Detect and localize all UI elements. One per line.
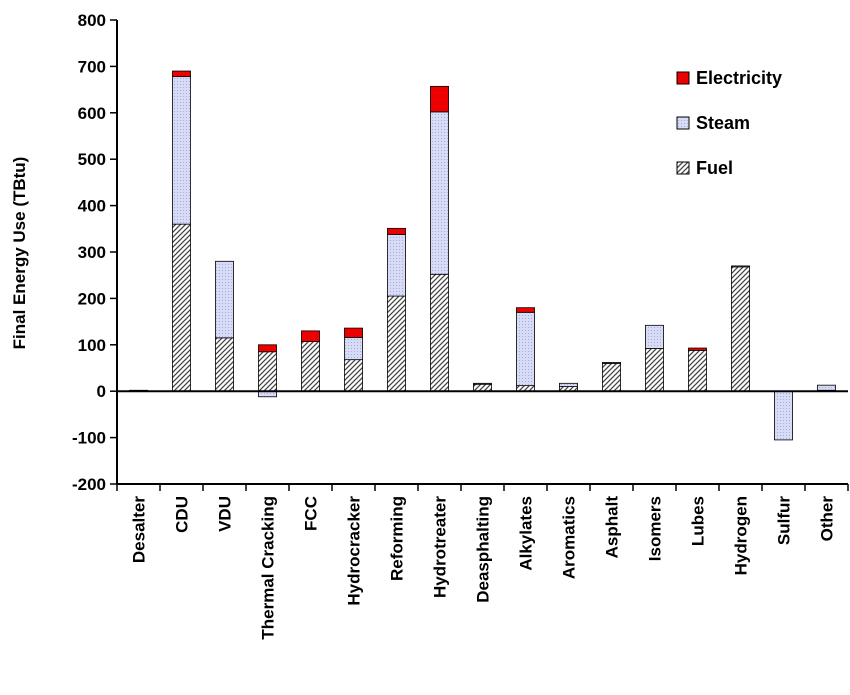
- bar-steam-hydrocracker: [344, 336, 363, 361]
- x-axis: Desalter CDU VDU Thermal Cracking FCC Hydrocr…: [116, 483, 849, 640]
- y-tick-label: 800: [78, 11, 106, 30]
- y-tick-label: 700: [78, 57, 106, 76]
- y-tick-label: 600: [78, 104, 106, 123]
- y-tick-label: -100: [72, 429, 106, 448]
- bar-fuel-fcc: [301, 341, 320, 392]
- bar-fuel-isomers: [645, 348, 664, 392]
- x-tick-label: CDU: [173, 496, 192, 533]
- bar-fuel-lubes: [688, 349, 707, 392]
- x-tick-label: Thermal Cracking: [259, 496, 278, 640]
- x-tick-label: Alkylates: [517, 496, 536, 571]
- legend: Electricity Steam Fuel: [676, 68, 782, 178]
- bar-fuel-hydrocracker: [344, 359, 363, 392]
- x-tick-label: Desalter: [130, 496, 149, 563]
- bar-electricity-cdu: [172, 70, 191, 78]
- y-tick-label: 300: [78, 243, 106, 262]
- plot-area: [117, 70, 848, 441]
- y-tick-label: 100: [78, 336, 106, 355]
- x-tick-label: Deasphalting: [474, 496, 493, 603]
- bar-steam-hydrogen: [731, 265, 750, 268]
- x-tick-label: FCC: [302, 496, 321, 531]
- bar-electricity-thermal-cracking: [258, 344, 277, 353]
- bar-fuel-thermal-cracking: [258, 351, 277, 392]
- y-axis-title: Final Energy Use (TBtu): [10, 157, 29, 350]
- bar-steam-hydrotreater: [430, 111, 449, 275]
- bar-steam-isomers: [645, 324, 664, 349]
- y-tick-label: 400: [78, 197, 106, 216]
- x-tick-label: Hydrogen: [732, 496, 751, 575]
- x-tick-label: Reforming: [388, 496, 407, 581]
- y-tick-label: 200: [78, 289, 106, 308]
- legend-swatch-electricity: [676, 71, 690, 85]
- x-tick-label: Hydrotreater: [431, 496, 450, 598]
- legend-label-electricity: Electricity: [696, 68, 782, 88]
- y-tick-label: -200: [72, 475, 106, 494]
- bar-steam-reforming: [387, 233, 406, 297]
- bar-fuel-vdu: [215, 337, 234, 392]
- x-tick-label: Other: [818, 496, 837, 542]
- x-tick-label: Asphalt: [603, 496, 622, 559]
- legend-swatch-fuel: [676, 161, 690, 175]
- y-axis: -200 -100 0 100 200 300 400 500 600 700 800: [72, 11, 118, 494]
- bar-steam-other: [817, 384, 836, 391]
- bar-steam-deasphalting: [473, 382, 492, 385]
- bar-steam-asphalt: [602, 362, 621, 364]
- x-tick-label: Lubes: [689, 496, 708, 546]
- bar-steam-vdu: [215, 260, 234, 339]
- bar-fuel-hydrotreater: [430, 273, 449, 392]
- x-tick-label: Aromatics: [560, 496, 579, 579]
- x-tick-label: Isomers: [646, 496, 665, 561]
- bar-electricity-reforming: [387, 227, 406, 235]
- x-tick-label: VDU: [216, 496, 235, 532]
- bar-fuel-cdu: [172, 223, 191, 392]
- bar-fuel-hydrogen: [731, 266, 750, 392]
- bar-electricity-hydrocracker: [344, 327, 363, 338]
- x-tick-label: Sulfur: [775, 496, 794, 545]
- bar-fuel-asphalt: [602, 362, 621, 392]
- legend-label-steam: Steam: [696, 113, 750, 133]
- bar-fuel-deasphalting: [473, 383, 492, 392]
- y-tick-label: 0: [97, 382, 106, 401]
- bar-steam-sulfur: [774, 390, 793, 441]
- legend-swatch-steam: [676, 116, 690, 130]
- bar-steam-cdu: [172, 76, 191, 225]
- bar-electricity-alkylates: [516, 307, 535, 313]
- bar-electricity-fcc: [301, 330, 320, 342]
- bar-fuel-reforming: [387, 295, 406, 392]
- y-tick-label: 500: [78, 150, 106, 169]
- bar-electricity-hydrotreater: [430, 85, 449, 113]
- legend-label-fuel: Fuel: [696, 158, 733, 178]
- bar-steam-aromatics: [559, 382, 578, 387]
- x-tick-label: Hydrocracker: [345, 496, 364, 606]
- bar-steam-alkylates: [516, 311, 535, 387]
- bar-electricity-lubes: [688, 347, 707, 351]
